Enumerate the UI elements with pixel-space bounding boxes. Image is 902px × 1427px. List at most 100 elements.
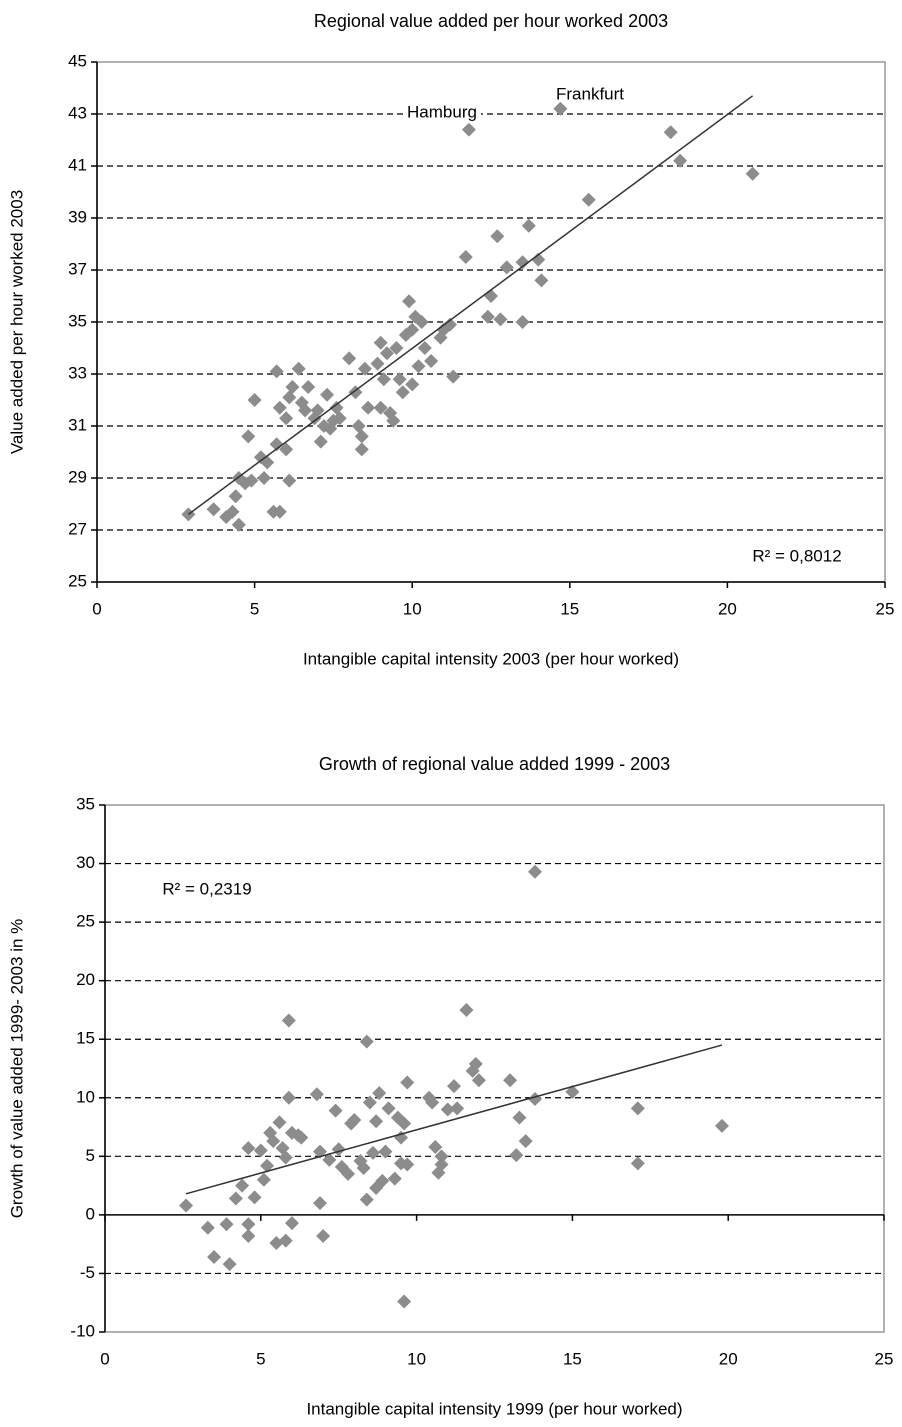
point — [320, 387, 335, 402]
point — [222, 1257, 237, 1272]
point — [378, 1144, 393, 1159]
point — [269, 1235, 284, 1250]
point — [386, 413, 401, 428]
point — [428, 1139, 443, 1154]
point — [405, 322, 420, 337]
point — [282, 390, 297, 405]
y-tick-label: 41 — [68, 155, 87, 174]
point — [322, 1152, 337, 1167]
point — [425, 1095, 440, 1110]
point — [257, 471, 272, 485]
y-tick-label: 35 — [76, 794, 95, 813]
point — [458, 250, 473, 264]
point — [235, 1178, 250, 1193]
y-tick-label: 10 — [76, 1087, 95, 1106]
chart-title: Growth of regional value added 1999 - 20… — [319, 754, 670, 774]
point — [179, 1198, 194, 1213]
point — [411, 359, 426, 374]
point — [673, 153, 688, 168]
point — [351, 419, 366, 433]
point — [484, 289, 498, 303]
point — [281, 1013, 296, 1028]
point — [269, 437, 284, 452]
point — [241, 429, 256, 444]
point — [329, 400, 344, 415]
point — [294, 1130, 309, 1145]
chart-title: Regional value added per hour worked 200… — [314, 11, 668, 31]
x-tick-label: 0 — [100, 1349, 109, 1368]
point — [379, 346, 394, 361]
point — [400, 1075, 415, 1090]
point — [291, 361, 306, 376]
point — [493, 312, 508, 327]
x-axis-label: Intangible capital intensity 2003 (per h… — [303, 649, 679, 668]
annotation-box — [403, 100, 481, 124]
point — [402, 294, 417, 309]
x-tick-label: 0 — [92, 599, 101, 618]
x-axis-label: Intangible capital intensity 1999 (per h… — [306, 1399, 682, 1418]
point — [381, 1101, 396, 1116]
y-tick-label: 5 — [86, 1146, 95, 1165]
point — [450, 1101, 465, 1116]
x-tick-label: 15 — [563, 1349, 582, 1368]
y-tick-label: 43 — [68, 103, 87, 122]
point — [241, 1217, 256, 1232]
y-tick-label: 35 — [68, 311, 87, 330]
trend-line — [187, 95, 754, 516]
point — [354, 442, 369, 457]
point — [369, 1114, 384, 1129]
point — [459, 1002, 474, 1017]
point — [434, 1157, 449, 1172]
point — [301, 380, 316, 394]
y-tick-label: 27 — [68, 519, 87, 538]
point — [247, 1190, 262, 1205]
point — [279, 411, 294, 426]
point — [528, 864, 543, 879]
point — [285, 380, 300, 394]
point — [219, 1217, 234, 1232]
point — [356, 1161, 371, 1176]
point — [440, 1102, 455, 1117]
y-tick-label: 39 — [68, 207, 87, 226]
point — [394, 1130, 409, 1145]
point — [281, 1090, 296, 1105]
point — [512, 1110, 527, 1125]
y-axis-label: Growth of value added 1999- 2003 in % — [7, 919, 26, 1219]
x-tick-label: 25 — [875, 1349, 894, 1368]
point — [207, 1250, 222, 1265]
point — [376, 372, 391, 387]
point — [471, 1073, 486, 1088]
y-tick-label: 37 — [68, 259, 87, 278]
point — [256, 1172, 271, 1187]
annotation: Frankfurt — [556, 84, 624, 103]
point — [347, 1113, 362, 1128]
point — [480, 309, 495, 324]
y-tick-label: -10 — [70, 1321, 95, 1340]
point — [278, 1150, 293, 1165]
point — [272, 1115, 287, 1130]
annotation: Hamburg — [407, 102, 477, 121]
annotation: R² = 0,2319 — [162, 879, 251, 898]
point — [518, 1134, 533, 1149]
y-tick-label: 25 — [76, 912, 95, 931]
point — [405, 377, 420, 392]
point — [745, 166, 760, 181]
y-axis-label: Value added per hour worked 2003 — [7, 190, 26, 454]
x-tick-label: 10 — [403, 599, 422, 618]
y-tick-label: 33 — [68, 363, 87, 382]
y-tick-label: 15 — [76, 1029, 95, 1048]
point — [298, 403, 313, 418]
y-tick-label: -5 — [80, 1263, 95, 1282]
point — [630, 1101, 645, 1116]
point — [581, 192, 596, 207]
x-tick-label: 15 — [560, 599, 579, 618]
point — [341, 1166, 356, 1181]
y-tick-label: 25 — [68, 571, 87, 590]
point — [313, 1196, 328, 1211]
point — [200, 1220, 215, 1235]
point — [359, 1034, 374, 1049]
point — [400, 1157, 415, 1172]
point — [499, 260, 514, 275]
point — [241, 1228, 256, 1243]
point — [565, 1084, 580, 1099]
